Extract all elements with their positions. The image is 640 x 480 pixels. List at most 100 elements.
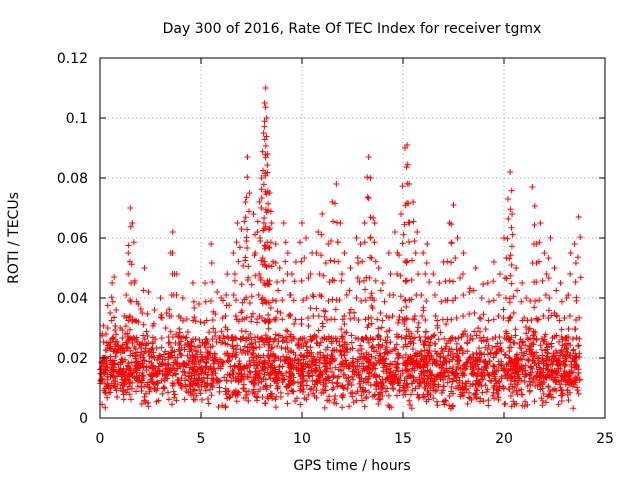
spike-point bbox=[508, 334, 515, 341]
data-point bbox=[397, 211, 404, 217]
band-point bbox=[354, 362, 361, 369]
band-point bbox=[317, 339, 324, 346]
band-point bbox=[395, 319, 402, 326]
band-point bbox=[140, 321, 147, 328]
band-point bbox=[127, 396, 134, 403]
band-point bbox=[158, 344, 165, 351]
band-point bbox=[522, 398, 529, 405]
band-point bbox=[275, 368, 282, 375]
spike-point bbox=[245, 263, 252, 270]
band-point bbox=[120, 365, 127, 372]
spike-point bbox=[313, 250, 320, 256]
band-point bbox=[509, 373, 516, 380]
band-point bbox=[318, 389, 325, 396]
spike-point bbox=[119, 327, 126, 333]
band-point bbox=[235, 373, 242, 380]
band-point bbox=[124, 345, 131, 352]
band-point bbox=[536, 366, 543, 373]
band-point bbox=[480, 337, 487, 344]
band-point bbox=[121, 376, 128, 383]
band-point bbox=[384, 385, 391, 392]
band-point bbox=[376, 373, 383, 380]
band-point bbox=[156, 367, 163, 374]
spike-point bbox=[237, 336, 244, 343]
spike-point bbox=[262, 243, 269, 250]
spike-point bbox=[298, 316, 305, 323]
band-point bbox=[491, 395, 498, 402]
band-point bbox=[234, 342, 241, 349]
band-point bbox=[421, 378, 428, 385]
band-point bbox=[206, 350, 213, 357]
band-point bbox=[139, 377, 146, 384]
band-point bbox=[278, 344, 285, 351]
band-point bbox=[191, 343, 198, 350]
band-point bbox=[355, 347, 362, 354]
band-point bbox=[489, 344, 496, 351]
data-point bbox=[478, 295, 485, 301]
band-point bbox=[576, 335, 583, 342]
band-point bbox=[189, 351, 196, 358]
band-point bbox=[347, 346, 354, 353]
data-point bbox=[484, 280, 491, 286]
data-point bbox=[163, 310, 170, 316]
band-point bbox=[184, 352, 191, 359]
band-point bbox=[534, 382, 541, 389]
band-point bbox=[104, 302, 111, 309]
spike-point bbox=[114, 339, 121, 345]
band-point bbox=[442, 343, 449, 350]
spike-point bbox=[404, 258, 411, 265]
spike-point bbox=[244, 226, 251, 233]
spike-point bbox=[109, 298, 116, 305]
band-point bbox=[570, 405, 577, 412]
spike-point bbox=[355, 317, 362, 323]
band-point bbox=[132, 355, 139, 362]
band-point bbox=[206, 329, 213, 336]
band-point bbox=[529, 332, 536, 339]
band-point bbox=[437, 329, 444, 336]
data-point bbox=[202, 280, 209, 286]
spike-point bbox=[395, 252, 402, 259]
band-point bbox=[571, 358, 578, 365]
band-point bbox=[141, 397, 148, 404]
band-point bbox=[527, 343, 534, 350]
band-point bbox=[575, 390, 582, 397]
spike-point bbox=[459, 271, 466, 277]
band-point bbox=[142, 348, 149, 355]
data-point bbox=[109, 280, 116, 286]
spike-point bbox=[411, 238, 418, 244]
band-point bbox=[450, 350, 457, 357]
spike-point bbox=[364, 194, 371, 201]
band-point bbox=[532, 329, 539, 336]
band-point bbox=[439, 387, 446, 394]
data-point bbox=[341, 250, 348, 256]
spike-point bbox=[370, 297, 377, 304]
spike-point bbox=[450, 278, 457, 285]
band-point bbox=[394, 392, 401, 399]
band-point bbox=[558, 398, 565, 405]
band-point bbox=[122, 356, 129, 363]
spike-point bbox=[261, 317, 268, 324]
band-point bbox=[124, 330, 131, 337]
band-point bbox=[229, 350, 236, 357]
band-point bbox=[385, 392, 392, 399]
band-point bbox=[433, 398, 440, 405]
spike-point bbox=[177, 315, 184, 321]
band-point bbox=[525, 326, 532, 333]
data-point bbox=[214, 289, 221, 295]
spike-point bbox=[506, 299, 513, 306]
band-point bbox=[447, 405, 454, 412]
band-point bbox=[274, 308, 281, 315]
spike-point bbox=[490, 297, 497, 304]
band-point bbox=[102, 404, 109, 411]
data-point bbox=[183, 316, 190, 322]
band-point bbox=[136, 372, 143, 379]
band-point bbox=[329, 386, 336, 393]
band-point bbox=[141, 336, 148, 343]
spike-point bbox=[297, 335, 304, 342]
spike-point bbox=[100, 363, 107, 369]
x-tick-labels: 0 5 10 15 20 25 bbox=[96, 431, 614, 447]
data-point bbox=[258, 175, 265, 181]
spike-point bbox=[282, 258, 289, 265]
band-point bbox=[146, 388, 153, 395]
band-point bbox=[193, 368, 200, 375]
